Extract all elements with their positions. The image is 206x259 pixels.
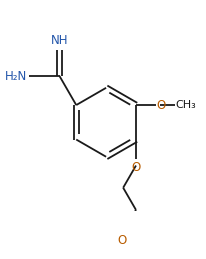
Text: H₂N: H₂N [5, 70, 27, 83]
Text: O: O [118, 234, 127, 247]
Text: NH: NH [51, 34, 68, 47]
Text: O: O [157, 99, 166, 112]
Text: O: O [131, 161, 140, 174]
Text: CH₃: CH₃ [175, 100, 196, 110]
